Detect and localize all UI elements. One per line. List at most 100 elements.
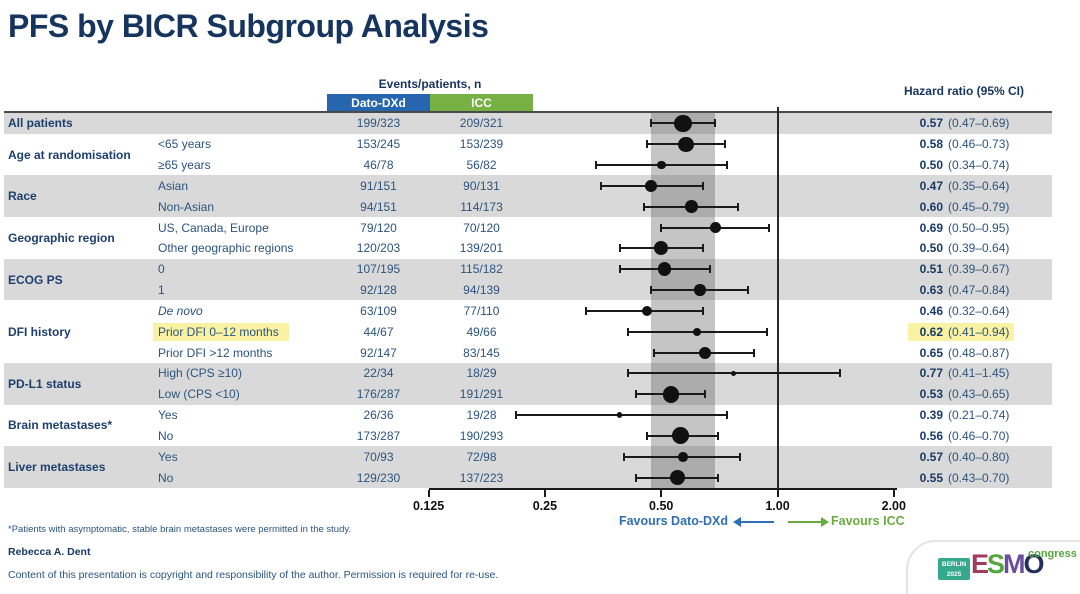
x-axis-tick-label: 0.125 — [412, 499, 445, 513]
icc-value: 137/223 — [459, 470, 504, 485]
icc-value: 114/173 — [460, 199, 503, 214]
ci-value: (0.46–0.70) — [948, 428, 1010, 443]
group-label: PD-L1 status — [8, 376, 82, 391]
copyright-notice: Content of this presentation is copyrigh… — [8, 569, 499, 581]
icc-value: 153/239 — [459, 137, 504, 152]
ci-value: (0.45–0.79) — [948, 199, 1010, 214]
ci-cap-left — [618, 265, 621, 274]
hr-marker — [671, 427, 689, 445]
subgroup-label: 1 — [158, 283, 165, 298]
icc-value: 191/291 — [459, 387, 504, 402]
ci-value: (0.39–0.64) — [948, 241, 1010, 256]
favours-dato-arrowhead-icon — [733, 517, 741, 527]
icc-value: 49/66 — [466, 324, 497, 339]
ci-cap-right — [736, 202, 739, 211]
year-label: 2025 — [946, 570, 962, 578]
dato-dxd-value: 63/109 — [360, 303, 397, 318]
dato-dxd-value: 92/147 — [360, 345, 397, 360]
subgroup-label: ≥65 years — [158, 158, 211, 173]
subgroup-label: Prior DFI 0–12 months — [158, 324, 279, 339]
ci-value: (0.46–0.73) — [948, 137, 1010, 152]
x-axis-line — [429, 488, 897, 490]
x-axis-tick-label: 1.00 — [765, 499, 790, 513]
hr-value: 0.57 — [919, 116, 943, 131]
ci-cap-left — [622, 452, 625, 461]
hr-marker — [678, 451, 689, 462]
x-axis-tick — [543, 490, 546, 497]
subgroup-label: 0 — [158, 262, 165, 277]
subgroup-label: Yes — [158, 449, 178, 464]
dato-dxd-value: 91/151 — [360, 178, 397, 193]
ci-cap-left — [660, 223, 663, 232]
dato-dxd-value: 173/287 — [356, 428, 401, 443]
page-title: PFS by BICR Subgroup Analysis — [8, 8, 489, 44]
ci-value: (0.48–0.87) — [948, 345, 1010, 360]
hr-marker — [656, 160, 666, 170]
ci-value: (0.41–1.45) — [948, 366, 1010, 381]
icc-value: 94/139 — [463, 283, 500, 298]
ci-cap-right — [723, 140, 726, 149]
favours-dato-arrow — [740, 521, 774, 523]
ci-value: (0.35–0.64) — [948, 178, 1010, 193]
ci-value: (0.40–0.80) — [948, 449, 1010, 464]
subgroup-label: Low (CPS <10) — [158, 387, 240, 402]
dato-dxd-value: 94/151 — [360, 199, 397, 214]
hr-marker — [657, 262, 672, 277]
icc-value: 72/98 — [466, 449, 497, 464]
ci-cap-left — [514, 411, 517, 420]
highlight-subgroup — [153, 322, 289, 341]
ci-cap-left — [585, 306, 588, 315]
ci-value: (0.50–0.95) — [948, 220, 1010, 235]
hr-value: 0.56 — [919, 428, 943, 443]
ci-value: (0.21–0.74) — [948, 408, 1010, 423]
esmo-berlin-badge: BERLIN 2025 — [938, 558, 970, 580]
hr-marker — [644, 180, 657, 192]
ci-cap-right — [716, 431, 719, 440]
dato-dxd-value: 46/78 — [363, 158, 394, 173]
dato-dxd-value: 79/120 — [360, 220, 397, 235]
ci-cap-left — [626, 327, 629, 336]
arm-header-icc: ICC — [430, 94, 533, 113]
dato-dxd-value: 22/34 — [363, 366, 394, 381]
hr-value: 0.65 — [919, 345, 943, 360]
ci-cap-right — [725, 411, 728, 420]
footnote: *Patients with asymptomatic, stable brai… — [8, 524, 352, 535]
ci-value: (0.43–0.70) — [948, 470, 1010, 485]
group-label: ECOG PS — [8, 272, 63, 287]
berlin-label: BERLIN — [941, 561, 967, 568]
ci-cap-right — [767, 223, 770, 232]
ci-cap-right — [709, 265, 712, 274]
icc-value: 70/120 — [463, 220, 500, 235]
ci-cap-right — [714, 119, 717, 128]
ci-cap-right — [701, 244, 704, 253]
hr-marker — [678, 136, 694, 152]
x-axis-tick — [660, 490, 663, 497]
icc-value: 115/182 — [460, 262, 503, 277]
subgroup-label: No — [158, 470, 174, 485]
group-label: Brain metastases* — [8, 418, 113, 433]
hazard-ratio-header: Hazard ratio (95% CI) — [903, 84, 1024, 98]
x-axis-tick — [776, 490, 779, 497]
subgroup-label: No — [158, 428, 174, 443]
hr-value: 0.57 — [919, 449, 943, 464]
icc-value: 139/201 — [459, 241, 504, 256]
group-label: Age at randomisation — [8, 147, 131, 162]
group-label: Liver metastases — [8, 460, 106, 475]
hr-value: 0.47 — [919, 178, 943, 193]
icc-value: 209/321 — [459, 116, 504, 131]
arm-header-dato-dxd: Dato-DXd — [327, 94, 430, 113]
ci-cap-right — [701, 306, 704, 315]
ci-cap-left — [634, 390, 637, 399]
icc-value: 18/29 — [466, 366, 497, 381]
dato-dxd-value: 153/245 — [356, 137, 401, 152]
hr-marker — [699, 346, 712, 359]
overall-ci-band — [650, 112, 716, 488]
author-name: Rebecca A. Dent — [8, 546, 91, 558]
subgroup-label: De novo — [158, 303, 203, 318]
group-label: Geographic region — [8, 230, 115, 245]
subgroup-label: Prior DFI >12 months — [158, 345, 273, 360]
hr-value: 0.58 — [919, 137, 943, 152]
favours-dato-label: Favours Dato-DXd — [618, 514, 728, 528]
row-stripe — [4, 175, 1052, 218]
